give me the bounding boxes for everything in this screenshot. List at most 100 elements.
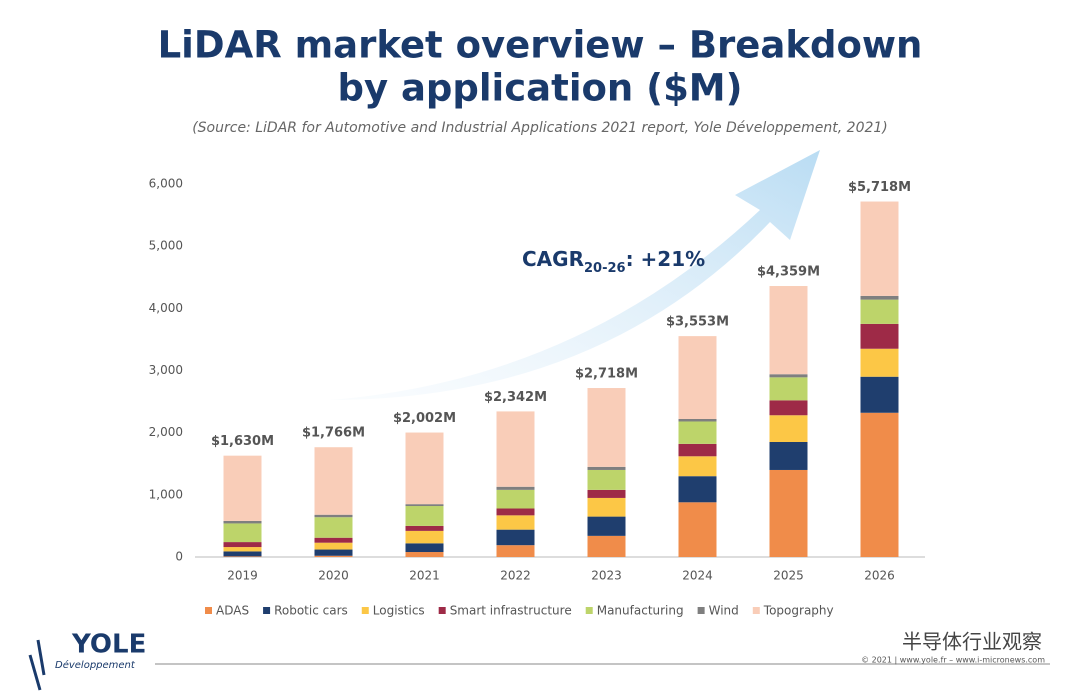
bar-segment (496, 508, 535, 516)
cagr-main: CAGR (522, 247, 584, 271)
bar-segment (314, 514, 353, 518)
total-label: $1,766M (302, 426, 365, 441)
subtitle: (Source: LiDAR for Automotive and Indust… (192, 120, 888, 136)
legend-swatch (438, 607, 446, 614)
bar-segment (860, 201, 899, 296)
bar-segment (223, 556, 262, 557)
bar-segment (587, 535, 626, 557)
total-label: $2,718M (575, 367, 638, 382)
bar-segment (405, 504, 444, 507)
x-tick-label: 2021 (409, 569, 440, 583)
bar-segment (769, 469, 808, 557)
total-label: $2,002M (393, 411, 456, 426)
bar-segment (678, 336, 717, 419)
bar-segment (860, 323, 899, 349)
bar-segment (496, 411, 535, 487)
x-tick-label: 2025 (773, 569, 804, 583)
bar-segment (860, 376, 899, 413)
total-label: $5,718M (848, 180, 911, 195)
bar-segment (587, 388, 626, 467)
title-line: LiDAR market overview – Breakdown (158, 24, 923, 67)
x-tick-label: 2020 (318, 569, 349, 583)
total-label: $2,342M (484, 390, 547, 405)
y-tick-label: 4,000 (149, 301, 183, 315)
bar-segment (769, 441, 808, 470)
bar-segment (223, 455, 262, 521)
legend-swatch (697, 607, 705, 614)
bar-segment (314, 555, 353, 557)
title-line: by application ($M) (337, 67, 742, 110)
legend-label: Robotic cars (274, 604, 348, 618)
bar-segment (223, 547, 262, 552)
y-tick-label: 1,000 (149, 487, 183, 501)
x-tick-label: 2026 (864, 569, 895, 583)
total-label: $3,553M (666, 315, 729, 330)
bar-segment (587, 469, 626, 490)
cagr-rest: : +21% (626, 247, 706, 271)
copyright: © 2021 | www.yole.fr – www.i-micronews.c… (861, 656, 1045, 665)
bar-segment (314, 447, 353, 515)
y-tick-label: 3,000 (149, 363, 183, 377)
y-tick-label: 5,000 (149, 239, 183, 253)
legend-label: Smart infrastructure (450, 604, 572, 618)
y-tick-label: 6,000 (149, 177, 183, 191)
bar-segment (496, 489, 535, 509)
bar-segment (496, 515, 535, 530)
total-label: $4,359M (757, 265, 820, 280)
bar-segment (587, 489, 626, 498)
legend-label: Manufacturing (597, 604, 684, 618)
bar-segment (678, 421, 717, 444)
bar-segment (860, 348, 899, 377)
x-tick-label: 2023 (591, 569, 622, 583)
x-tick-label: 2022 (500, 569, 531, 583)
bar-segment (769, 400, 808, 416)
legend-swatch (361, 607, 369, 614)
bar-segment (223, 542, 262, 548)
cagr-sub: 20-26 (584, 261, 626, 276)
legend-label: Topography (763, 604, 834, 618)
bar-segment (860, 299, 899, 324)
bar-segment (223, 551, 262, 557)
bar-segment (314, 542, 353, 550)
bar-segment (223, 520, 262, 524)
bar-segment (223, 523, 262, 543)
legend-swatch (205, 607, 212, 614)
bar-segment (405, 543, 444, 553)
legend-swatch (752, 607, 760, 614)
logo-mark (28, 639, 46, 691)
legend-swatch (585, 607, 593, 614)
bar-segment (769, 374, 808, 378)
bar-segment (496, 529, 535, 546)
logo: YOLE (71, 630, 146, 660)
bar-segment (769, 377, 808, 401)
bar-segment (769, 286, 808, 375)
logo-sub: Développement (55, 659, 136, 671)
bar-segment (405, 552, 444, 557)
growth-arrow (330, 150, 820, 400)
bar-segment (678, 476, 717, 503)
cagr-annotation: CAGR20-26: +21% (522, 247, 705, 276)
x-tick-label: 2019 (227, 569, 258, 583)
bar-segment (678, 456, 717, 477)
y-tick-label: 0 (175, 550, 183, 564)
bar-segment (314, 549, 353, 556)
bar-segment (496, 486, 535, 490)
legend-label: ADAS (216, 604, 249, 618)
bar-segment (405, 506, 444, 526)
bar-segment (860, 295, 899, 300)
bar-segment (769, 415, 808, 442)
bar-segment (314, 517, 353, 538)
total-label: $1,630M (211, 434, 274, 449)
bar-segment (496, 545, 535, 557)
y-tick-label: 2,000 (149, 425, 183, 439)
bar-segment (678, 502, 717, 557)
x-tick-label: 2024 (682, 569, 713, 583)
bar-segment (587, 466, 626, 470)
legend-label: Logistics (373, 604, 425, 618)
bar-segment (405, 530, 444, 544)
bar-segment (587, 497, 626, 517)
watermark: 半导体行业观察 (902, 630, 1042, 654)
legend-swatch (263, 607, 271, 614)
bar-segment (678, 418, 717, 422)
